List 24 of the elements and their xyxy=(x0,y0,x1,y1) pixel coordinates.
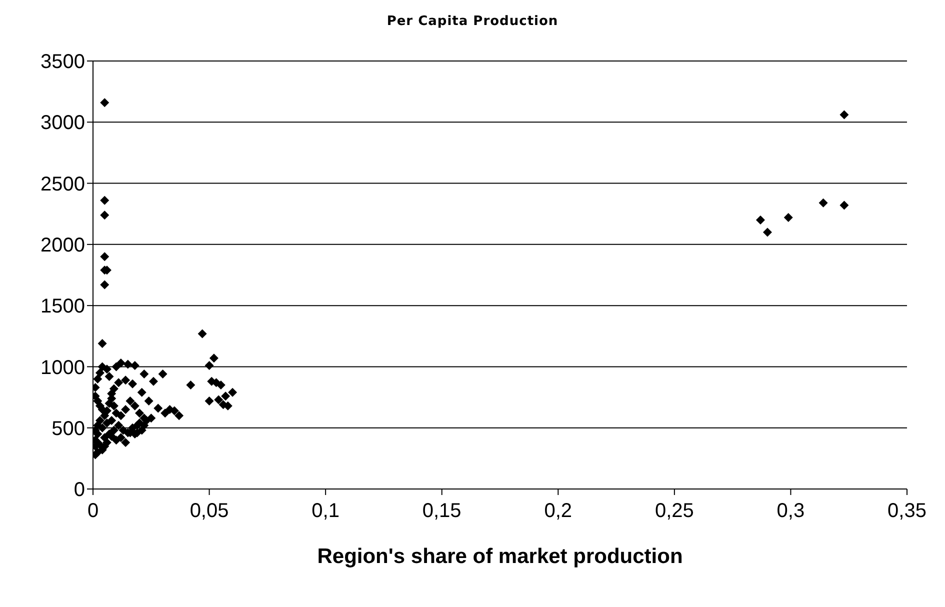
y-tick-label: 3000 xyxy=(40,112,85,134)
x-tick-label: 0,05 xyxy=(190,500,229,522)
y-tick-label: 1500 xyxy=(40,296,85,318)
y-tick-label: 2000 xyxy=(40,234,85,257)
y-tick-label: 1000 xyxy=(40,356,85,379)
y-tick-label: 3500 xyxy=(40,51,85,74)
point xyxy=(756,215,765,224)
x-tick-label: 0 xyxy=(87,500,99,522)
point xyxy=(784,213,793,222)
x-tick-label: 0,25 xyxy=(654,500,694,522)
chart-title: Per Capita Production xyxy=(386,14,560,29)
point xyxy=(762,228,772,237)
x-tick-label: 0,15 xyxy=(422,500,462,522)
y-tick-label: 2500 xyxy=(40,173,85,196)
point xyxy=(840,200,849,210)
x-tick-label: 0,2 xyxy=(544,500,572,522)
y-tick-label: 0 xyxy=(74,479,85,502)
x-axis-title: Region's share of market production xyxy=(317,545,683,568)
x-tick-label: 0,35 xyxy=(888,500,926,522)
x-tick-label: 0,3 xyxy=(776,500,805,522)
point xyxy=(818,198,828,208)
x-tick-label: 0,1 xyxy=(312,500,340,522)
point xyxy=(840,110,849,120)
y-tick-label: 500 xyxy=(52,418,85,440)
